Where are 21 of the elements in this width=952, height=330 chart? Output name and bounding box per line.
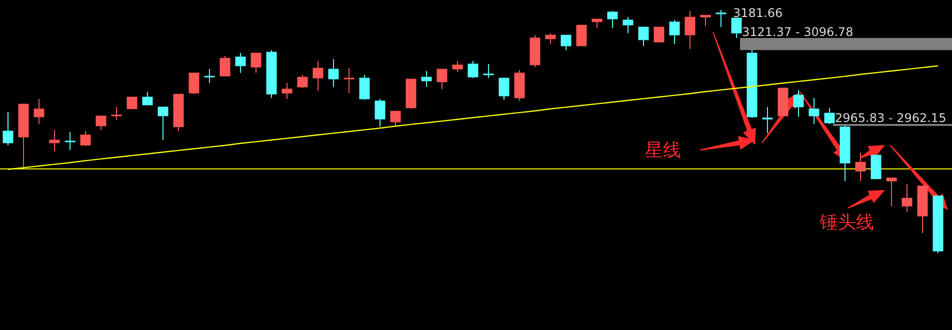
candlestick — [762, 106, 773, 134]
annotation: 3181.66 — [733, 6, 783, 20]
annotation: 锤头线 — [819, 212, 874, 233]
annotation: 星线 — [645, 140, 681, 161]
candlestick — [282, 82, 292, 100]
candlestick — [855, 152, 866, 182]
candlestick — [902, 183, 912, 212]
candlestick — [344, 68, 354, 94]
candlestick — [483, 63, 494, 79]
candlestick — [793, 89, 804, 118]
candlestick — [204, 68, 215, 84]
candlestick — [421, 70, 432, 88]
candlestick — [684, 10, 696, 50]
annotation: 2965.83 - 2962.15 — [835, 111, 946, 125]
candlestick — [312, 60, 324, 92]
candlestick — [328, 58, 339, 88]
annotation: 3121.37 - 3096.78 — [742, 25, 854, 39]
candlestick — [49, 130, 60, 152]
candlestick — [34, 98, 44, 124]
candlestick — [64, 131, 76, 150]
candlestick — [808, 97, 820, 124]
